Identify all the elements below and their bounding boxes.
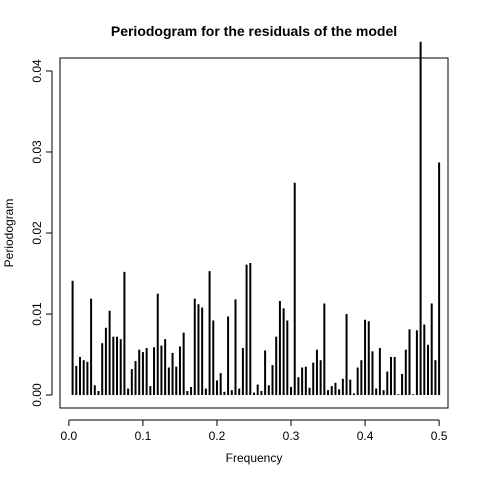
y-tick-label: 0.02 xyxy=(30,221,44,245)
x-tick-label: 0.1 xyxy=(135,429,152,443)
x-tick-label: 0.4 xyxy=(357,429,374,443)
y-axis: 0.00 0.01 0.02 0.03 0.04 xyxy=(30,59,53,407)
x-axis: 0.0 0.1 0.2 0.3 0.4 0.5 xyxy=(61,419,448,443)
y-tick-label: 0.00 xyxy=(30,383,44,407)
bars-group xyxy=(71,41,441,396)
y-tick-label: 0.04 xyxy=(30,59,44,83)
x-axis-label: Frequency xyxy=(226,451,283,465)
y-axis-label: Periodogram xyxy=(2,199,16,268)
x-tick-label: 0.0 xyxy=(61,429,78,443)
x-tick-label: 0.3 xyxy=(283,429,300,443)
chart-title: Periodogram for the residuals of the mod… xyxy=(111,23,397,39)
plot-frame xyxy=(59,57,449,409)
y-tick-label: 0.03 xyxy=(30,140,44,164)
x-tick-label: 0.5 xyxy=(431,429,448,443)
y-tick-label: 0.01 xyxy=(30,302,44,326)
x-tick-label: 0.2 xyxy=(209,429,226,443)
